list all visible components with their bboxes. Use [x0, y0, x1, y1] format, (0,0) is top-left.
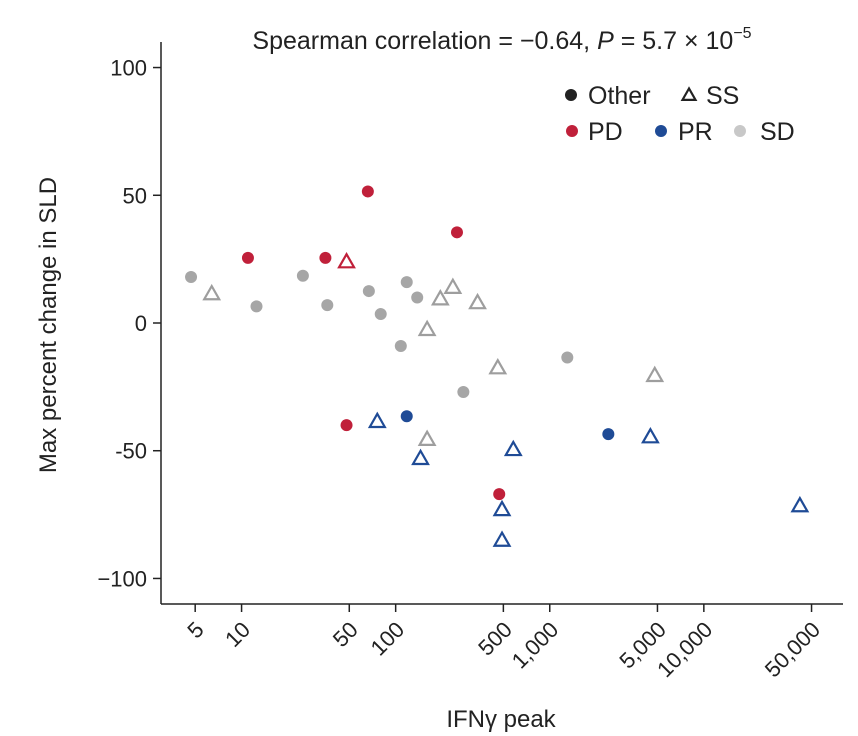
data-points	[185, 185, 810, 547]
chart-title: Spearman correlation = −0.64, P = 5.7 × …	[252, 25, 751, 55]
data-point-sd-triangle	[645, 365, 665, 383]
legend-marker-ss	[680, 86, 698, 101]
data-point-pd-circle	[319, 251, 332, 264]
data-point-sd-circle	[362, 285, 375, 298]
data-point-pd-triangle	[337, 251, 356, 269]
legend-label-pd: PD	[588, 118, 623, 146]
data-point-sd-circle	[400, 276, 413, 289]
data-point-sd-triangle	[417, 429, 437, 446]
data-point-pd-circle	[241, 251, 254, 264]
legend-marker-pr	[655, 125, 667, 137]
legend-marker-pd	[566, 125, 578, 137]
data-point-pd-circle	[493, 488, 506, 501]
x-tick-label: 10	[220, 617, 255, 652]
data-point-sd-circle	[296, 269, 309, 282]
x-tick-label: 1,000	[507, 617, 564, 674]
legend-label-ss: SS	[706, 82, 739, 110]
data-point-sd-circle	[561, 351, 574, 364]
data-point-sd-circle	[321, 299, 334, 312]
data-point-pr-circle	[602, 428, 615, 441]
legend-label-other: Other	[588, 82, 651, 110]
data-point-pr-triangle	[641, 426, 660, 444]
data-point-pr-triangle	[367, 411, 387, 429]
x-tick-label: 100	[366, 617, 410, 661]
data-point-pd-circle	[340, 419, 353, 432]
data-point-sd-circle	[411, 291, 424, 304]
data-point-sd-triangle	[443, 277, 463, 294]
legend-marker-sd	[734, 125, 746, 137]
data-point-sd-circle	[457, 385, 470, 398]
data-point-sd-triangle	[468, 292, 487, 310]
data-point-sd-triangle	[488, 357, 508, 375]
data-point-pr-triangle	[411, 448, 430, 466]
data-point-pd-circle	[450, 226, 463, 239]
data-point-sd-circle	[250, 300, 263, 313]
data-point-pr-circle	[400, 410, 413, 423]
y-tick-label: 0	[135, 311, 147, 336]
legend-label-sd: SD	[760, 118, 795, 146]
data-point-sd-circle	[394, 339, 407, 352]
y-axis-ticks: 100 50 0 -50 −100	[97, 56, 161, 591]
x-tick-label: 50	[328, 617, 363, 652]
data-point-pr-triangle	[503, 439, 523, 457]
y-tick-label: −100	[97, 566, 147, 591]
legend-label-pr: PR	[678, 118, 713, 146]
y-tick-label: -50	[115, 439, 147, 464]
y-tick-label: 50	[123, 183, 147, 208]
data-point-sd-triangle	[417, 319, 437, 337]
x-axis-label: IFNγ peak	[446, 706, 556, 733]
legend: Other SS PD PR SD	[565, 82, 795, 146]
x-tick-label: 5	[182, 617, 208, 643]
data-point-sd-triangle	[430, 289, 450, 306]
y-tick-label: 100	[110, 56, 147, 81]
y-axis-label: Max percent change in SLD	[35, 177, 62, 473]
data-point-pr-triangle	[492, 499, 512, 517]
legend-marker-other	[565, 89, 577, 101]
data-point-sd-triangle	[202, 283, 222, 301]
data-point-pr-triangle	[790, 495, 810, 513]
data-point-sd-circle	[185, 271, 198, 284]
data-point-pr-triangle	[492, 530, 512, 547]
data-point-sd-circle	[374, 308, 387, 321]
x-tick-label: 50,000	[760, 617, 825, 682]
data-point-pd-circle	[361, 185, 374, 198]
